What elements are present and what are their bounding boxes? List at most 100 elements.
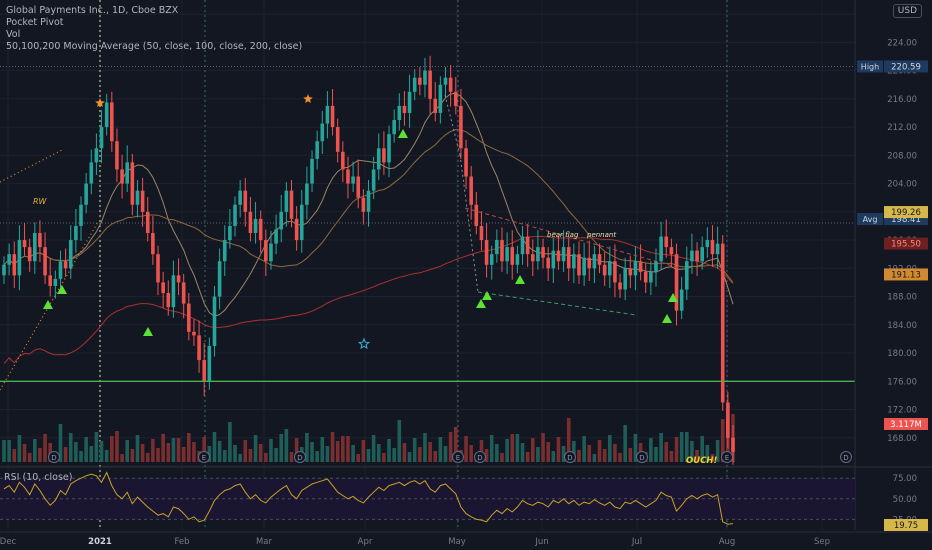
volume-bar xyxy=(484,449,489,462)
price-axis[interactable]: 224.00220.00216.00212.00208.00204.00200.… xyxy=(854,0,928,530)
volume-bar xyxy=(623,425,627,462)
rsi-tick-label: 50.00 xyxy=(893,495,917,505)
rsi-tick-label: 75.00 xyxy=(893,474,917,484)
candle-body xyxy=(89,162,94,184)
price-tick-label: 176.00 xyxy=(887,377,917,387)
volume-bar xyxy=(294,438,299,462)
candle-body xyxy=(536,247,540,262)
volume-bar xyxy=(135,435,140,462)
candle-body xyxy=(17,240,22,276)
price-tick-label: 188.00 xyxy=(887,293,917,303)
pocket-pivot-marker xyxy=(476,299,486,308)
candle-body xyxy=(341,151,345,170)
volume-bar xyxy=(618,453,622,462)
candle-body xyxy=(351,176,355,184)
candle-body xyxy=(171,275,176,308)
volume-bar xyxy=(130,449,135,462)
candle-body xyxy=(628,268,633,276)
event-marker-circle xyxy=(721,451,733,463)
time-axis-label: Dec xyxy=(0,537,17,547)
price-label-value: 191.13 xyxy=(891,270,921,280)
candle-body xyxy=(356,176,361,198)
rsi-current-bg xyxy=(884,519,928,531)
volume-bar xyxy=(104,450,109,462)
volume-bar xyxy=(68,433,73,462)
candle-body xyxy=(33,233,37,262)
time-axis-label: Jun xyxy=(534,537,548,547)
volume-bar xyxy=(566,418,571,462)
candle-body xyxy=(115,141,119,170)
volume-bar xyxy=(63,447,68,462)
volume-bar xyxy=(115,431,119,462)
price-label-bg xyxy=(884,206,928,219)
candle-body xyxy=(145,211,150,233)
time-axis[interactable]: Dec 2021 Feb Mar Apr May Jun Jul Aug Sep xyxy=(0,531,932,547)
candle-body xyxy=(99,127,104,149)
rsi-legend[interactable]: RSI (10, close) xyxy=(4,472,73,483)
star-marker xyxy=(303,94,313,103)
pocket-pivot-marker xyxy=(668,293,678,302)
candle-body xyxy=(530,254,535,262)
volume-bar xyxy=(690,441,694,462)
volume-bar xyxy=(649,438,653,462)
candle-body xyxy=(464,148,468,177)
candle-body xyxy=(669,247,674,255)
volume-bar xyxy=(684,432,689,462)
rising-wedge-line-lower xyxy=(0,221,99,391)
volume-bar xyxy=(382,453,386,462)
candle-body xyxy=(474,204,479,226)
time-axis-label: Feb xyxy=(174,537,189,547)
candle-body xyxy=(151,233,155,255)
candle-body xyxy=(68,240,73,269)
candle-body xyxy=(335,127,340,152)
candle-body xyxy=(156,254,160,283)
volume-bar xyxy=(423,433,427,462)
price-tick-label: 216.00 xyxy=(887,95,917,105)
candle-body xyxy=(84,183,88,205)
volume-bar xyxy=(99,441,104,462)
volume-bar xyxy=(536,447,540,462)
volume-bar xyxy=(669,451,674,462)
price-label-value: 195.50 xyxy=(891,240,921,250)
volume-bar xyxy=(151,439,155,462)
candle-body xyxy=(79,204,83,226)
volume-bar xyxy=(238,454,242,462)
candle-body xyxy=(110,102,114,142)
volume-bar xyxy=(700,436,704,462)
candle-body xyxy=(459,105,463,149)
price-label-name: Avg xyxy=(863,215,878,224)
candle-body xyxy=(43,247,47,276)
volume-bar xyxy=(181,447,186,462)
volume-bar xyxy=(361,440,366,462)
candle-body xyxy=(546,257,550,269)
indicator-moving-average-label[interactable]: 50,100,200 Moving Average (50, close, 10… xyxy=(6,41,303,52)
volume-bar xyxy=(171,438,176,462)
candle-body xyxy=(166,293,171,308)
indicator-volume-label[interactable]: Vol xyxy=(6,29,21,40)
volume-bar xyxy=(248,449,253,462)
volume-bar xyxy=(582,436,586,462)
candle-body xyxy=(407,91,412,113)
candle-body xyxy=(320,123,325,142)
currency-badge[interactable]: USD xyxy=(892,4,922,18)
indicator-pocket-pivot-label[interactable]: Pocket Pivot xyxy=(6,17,64,28)
candle-body xyxy=(720,243,725,403)
volume-bar xyxy=(192,442,196,462)
volume-bar xyxy=(387,439,391,462)
volume-bar xyxy=(366,449,371,462)
event-marker-label: D xyxy=(51,454,56,462)
candle-body xyxy=(679,289,684,311)
volume-bar xyxy=(274,448,278,462)
candle-body xyxy=(613,261,617,283)
candle-body xyxy=(38,233,42,248)
event-marker-label: E xyxy=(456,454,460,462)
volume-bar xyxy=(433,451,438,462)
volume-bar xyxy=(140,444,145,462)
candle-body xyxy=(217,261,222,297)
volume-bar xyxy=(346,436,350,462)
price-label-name: High xyxy=(861,62,879,71)
candle-body xyxy=(525,236,530,255)
candle-body xyxy=(233,204,237,226)
